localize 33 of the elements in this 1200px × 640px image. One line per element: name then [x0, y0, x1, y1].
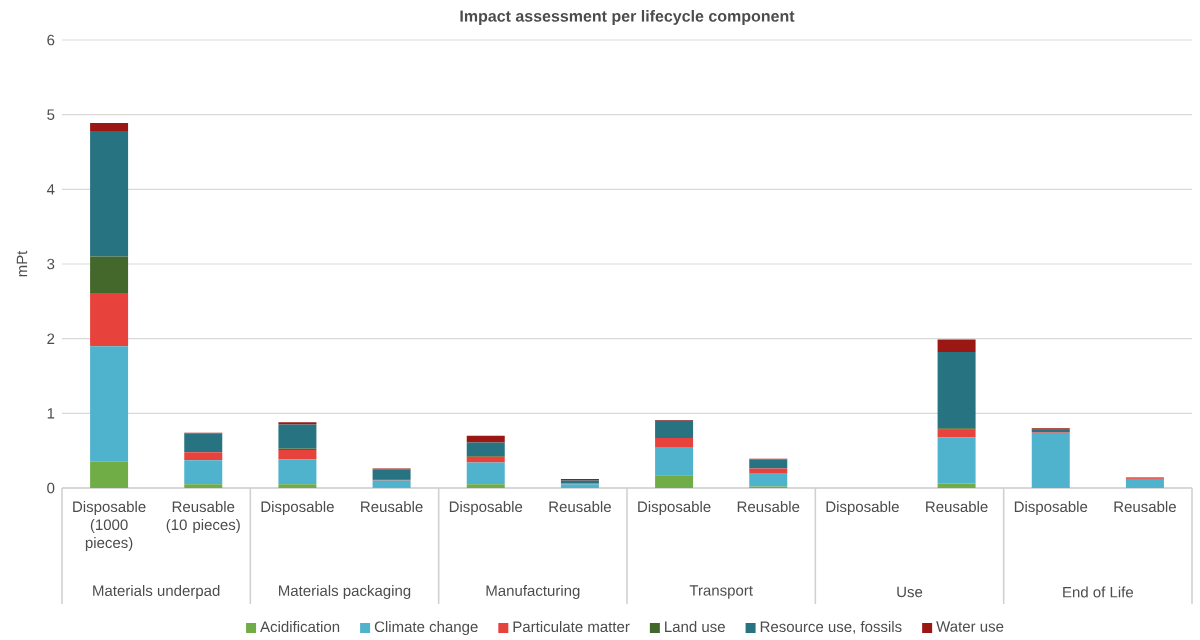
- text: Transport: [689, 585, 753, 599]
- chart-title: Impact assessment per lifecycle component: [460, 10, 795, 25]
- x-tick-label: Reusable: [549, 501, 611, 513]
- text: Use: [897, 586, 923, 598]
- x-tick-label: Reusable: [1114, 501, 1176, 513]
- x-tick-label: Reusable: [926, 501, 988, 513]
- x-tick-label: Reusable: [361, 501, 423, 513]
- x-tick-label: Disposable: [449, 501, 523, 516]
- x-tick-label: Disposable: [826, 501, 899, 516]
- legend-label: Resource use, fossils: [760, 621, 902, 634]
- y-tick-label: 1: [47, 408, 55, 419]
- legend-label: Climate change: [374, 621, 478, 636]
- legend-label: Land use: [665, 621, 725, 633]
- x-tick-label: Disposable: [1014, 501, 1088, 516]
- y-tick-label: 2: [47, 333, 55, 344]
- y-tick-label: 3: [47, 258, 55, 270]
- text: Materials underpad: [93, 585, 220, 599]
- x-tick-label: Disposable: [638, 501, 711, 516]
- y-tick-label: 4: [46, 184, 55, 195]
- text: Manufacturing: [486, 585, 580, 599]
- x-tick-label: Disposable (1000 pieces): [73, 501, 146, 552]
- y-tick-label: 0: [47, 482, 55, 494]
- y-axis-title: mPt: [16, 250, 28, 277]
- legend-label: Particulate matter: [513, 621, 630, 633]
- text: Materials packaging: [279, 585, 411, 599]
- x-tick-label: Reusable: [737, 501, 800, 513]
- legend-label: Acidification: [260, 621, 340, 633]
- y-tick-label: 5: [47, 109, 55, 120]
- x-tick-label: Reusable (10 pieces): [166, 501, 240, 534]
- y-tick-label: 6: [47, 34, 55, 46]
- x-tick-label: Disposable: [261, 501, 334, 516]
- text: End of Life: [1063, 586, 1134, 598]
- legend-label: Water use: [936, 621, 1004, 632]
